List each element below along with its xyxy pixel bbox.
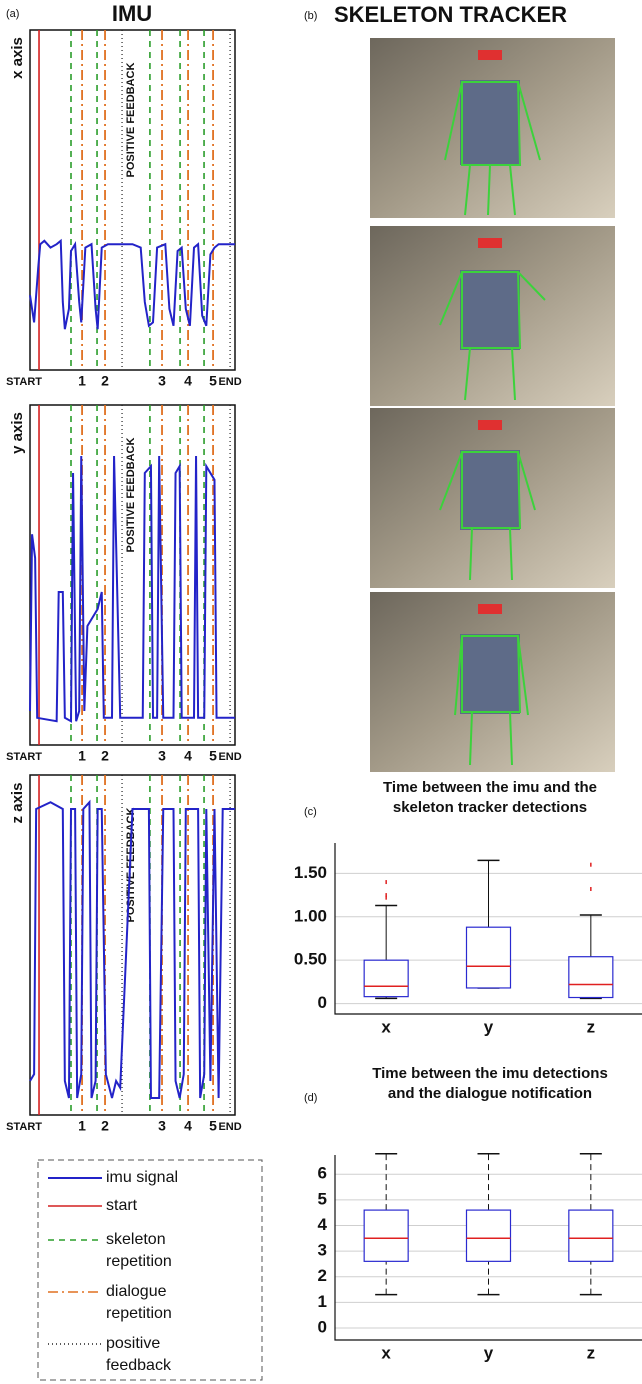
box [364,1210,408,1261]
photo [370,226,615,406]
repetition-label: 5 [209,748,217,764]
photo [370,592,615,772]
chart-title: skeleton tracker detections [393,799,587,816]
panel-label: (c) [304,806,317,818]
annotation: POSITIVE FEEDBACK [125,437,137,552]
repetition-label: 3 [158,1118,166,1134]
repetition-label: 4 [184,748,192,764]
repetition-label: 5 [209,1118,217,1134]
panel-title: SKELETON TRACKER [334,2,567,27]
start-label: START [6,1121,42,1133]
end-label: END [218,1121,241,1133]
y-tick-label: 1.00 [294,906,327,925]
repetition-label: 5 [209,373,217,389]
panel-label: (b) [304,10,317,22]
repetition-label: 2 [101,748,109,764]
repetition-label: 1 [78,748,86,764]
y-axis-label: x axis [9,37,26,79]
end-label: END [218,376,241,388]
end-label: END [218,751,241,763]
box [364,960,408,996]
photo [370,408,615,588]
chart-title: and the dialogue notification [388,1085,592,1102]
start-label: START [6,376,42,388]
x-tick-label: x [381,1017,391,1036]
y-tick-label: 1 [318,1292,327,1311]
y-tick-label: 5 [318,1189,327,1208]
repetition-label: 1 [78,1118,86,1134]
figure: (a) IMU (b) SKELETON TRACKER (c) (d) imu… [0,0,642,1384]
chart-title: Time between the imu detections [372,1065,608,1082]
legend-label: start [106,1197,138,1214]
box [467,927,511,988]
panel-label: (d) [304,1092,317,1104]
panel-label: (a) [6,8,19,20]
x-tick-label: z [587,1017,596,1036]
repetition-label: 1 [78,373,86,389]
annotation: POSITIVE FEEDBACK [125,62,137,177]
x-tick-label: x [381,1343,391,1362]
y-tick-label: 6 [318,1164,327,1183]
x-tick-label: y [484,1343,494,1362]
x-tick-label: y [484,1017,494,1036]
y-tick-label: 3 [318,1241,327,1260]
y-axis-label: z axis [9,783,26,824]
legend-label: repetition [106,1305,172,1322]
repetition-label: 2 [101,373,109,389]
legend-label: skeleton [106,1231,166,1248]
legend-label: repetition [106,1253,172,1270]
y-tick-label: 0 [318,993,327,1012]
panel-title: IMU [112,1,152,26]
legend-label: positive [106,1335,160,1352]
box [569,1210,613,1261]
start-label: START [6,751,42,763]
legend-label: imu signal [106,1169,178,1186]
y-tick-label: 0 [318,1317,327,1336]
y-tick-label: 1.50 [294,863,327,882]
photo [370,38,615,218]
repetition-label: 3 [158,748,166,764]
legend-label: feedback [106,1357,172,1374]
box [467,1210,511,1261]
box [569,957,613,998]
x-tick-label: z [587,1343,596,1362]
y-tick-label: 2 [318,1266,327,1285]
y-tick-label: 4 [318,1215,328,1234]
repetition-label: 4 [184,1118,192,1134]
repetition-label: 4 [184,373,192,389]
photos [370,38,615,772]
y-axis-label: y axis [9,412,26,454]
repetition-label: 3 [158,373,166,389]
legend-label: dialogue [106,1283,167,1300]
chart-title: Time between the imu and the [383,779,597,796]
y-tick-label: 0.50 [294,950,327,969]
repetition-label: 2 [101,1118,109,1134]
